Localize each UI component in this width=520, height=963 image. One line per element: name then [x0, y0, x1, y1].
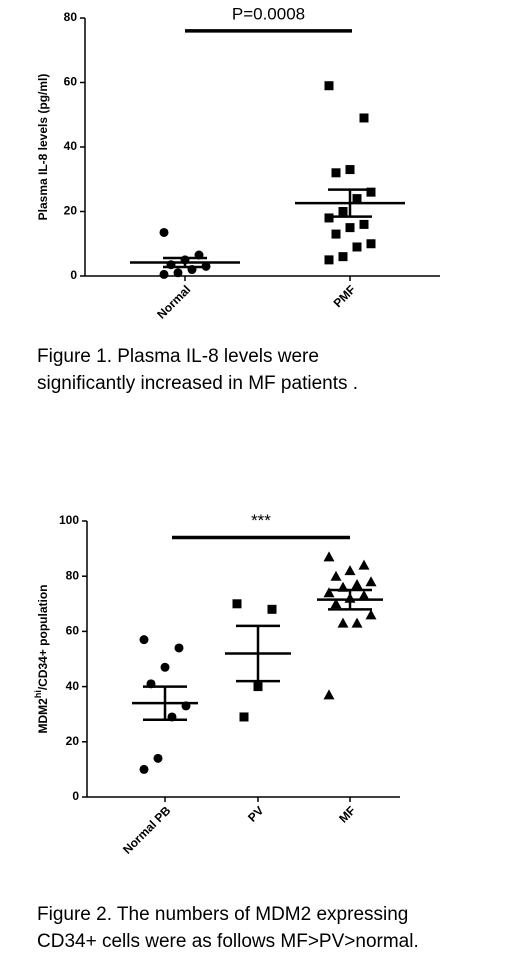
x-tick-label: Normal PB	[120, 803, 174, 857]
y-axis-label-part: MDM2	[36, 698, 50, 734]
point	[160, 662, 170, 672]
point	[139, 764, 149, 774]
y-tick-label: 0	[70, 268, 77, 282]
x-tick-label: PV	[245, 803, 266, 824]
point	[323, 587, 335, 598]
y-tick-label: 40	[66, 679, 80, 693]
y-tick-label: 60	[66, 624, 80, 638]
y-tick-label: 80	[64, 10, 78, 24]
point	[324, 213, 334, 223]
y-axis-label-part: hi	[33, 690, 43, 698]
point	[352, 194, 362, 204]
point	[345, 165, 355, 175]
y-tick-label: 80	[66, 568, 80, 582]
x-tick-label: PMF	[331, 282, 359, 310]
point	[159, 227, 169, 237]
point	[253, 682, 263, 692]
caption: CD34+ cells were as follows MF>PV>normal…	[37, 931, 419, 952]
point	[159, 269, 169, 279]
y-tick-label: 60	[64, 75, 78, 89]
y-axis-label-part: /CD34+ population	[36, 584, 50, 690]
point	[232, 599, 242, 609]
y-tick-label: 100	[59, 513, 79, 527]
point	[366, 239, 376, 249]
point	[323, 551, 335, 562]
point	[344, 565, 356, 576]
y-tick-label: 0	[72, 789, 79, 803]
point	[330, 598, 342, 609]
point	[359, 113, 369, 123]
point	[173, 268, 183, 278]
point	[351, 617, 363, 628]
y-tick-label: 20	[66, 734, 80, 748]
point	[358, 559, 370, 570]
x-tick-label: MF	[336, 803, 358, 825]
significance-label: P=0.0008	[232, 4, 305, 23]
point	[324, 255, 334, 265]
point	[153, 753, 163, 763]
point	[351, 578, 363, 589]
point	[352, 242, 362, 252]
point	[323, 689, 335, 700]
point	[365, 609, 377, 620]
x-tick-label: Normal	[154, 282, 193, 321]
y-axis-label: Plasma IL-8 levels (pg/ml)	[36, 74, 50, 221]
caption: Figure 2. The numbers of MDM2 expressing	[37, 904, 408, 925]
y-axis-label: MDM2hi/CD34+ population	[33, 584, 50, 733]
point	[174, 643, 184, 653]
point	[366, 187, 376, 197]
point	[331, 229, 341, 239]
point	[359, 219, 369, 229]
point	[267, 604, 277, 614]
point	[139, 635, 149, 645]
significance-label: ***	[251, 511, 271, 530]
y-tick-label: 40	[64, 139, 78, 153]
caption: significantly increased in MF patients .	[37, 373, 358, 394]
point	[345, 223, 355, 233]
point	[239, 712, 249, 722]
y-tick-label: 20	[64, 204, 78, 218]
point	[337, 617, 349, 628]
point	[324, 81, 334, 91]
caption: Figure 1. Plasma IL-8 levels were	[37, 346, 319, 367]
point	[338, 207, 348, 216]
point	[365, 576, 377, 587]
point	[358, 590, 370, 601]
point	[331, 168, 341, 178]
point	[330, 570, 342, 581]
point	[338, 252, 348, 262]
